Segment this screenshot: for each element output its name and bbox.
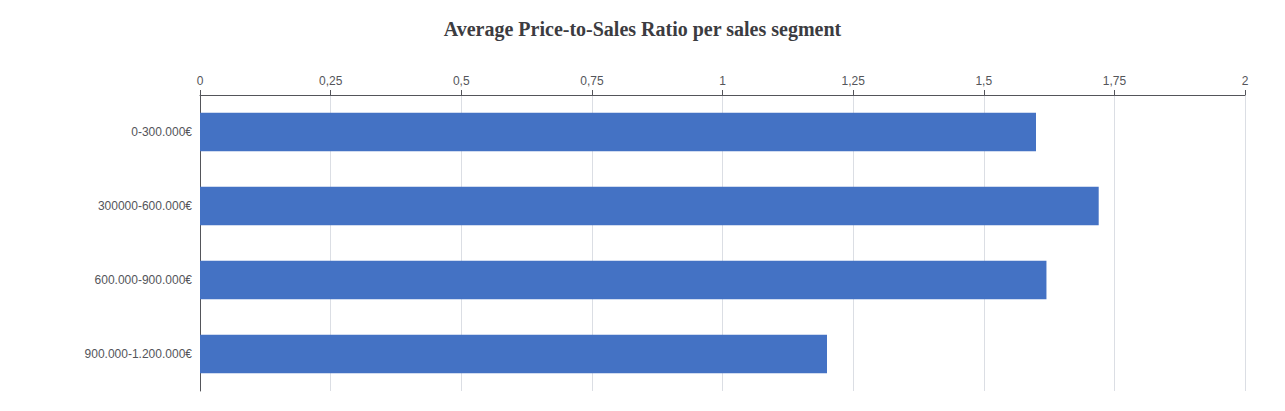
- svg-text:600.000-900.000€: 600.000-900.000€: [95, 273, 193, 287]
- svg-text:0-300.000€: 0-300.000€: [131, 125, 192, 139]
- svg-text:0,75: 0,75: [580, 74, 604, 88]
- svg-text:Average Price-to-Sales Ratio p: Average Price-to-Sales Ratio per sales s…: [444, 18, 842, 41]
- svg-text:900.000-1.200.000€: 900.000-1.200.000€: [85, 347, 193, 361]
- svg-text:1,75: 1,75: [1103, 74, 1127, 88]
- svg-text:0: 0: [197, 74, 204, 88]
- svg-text:300000-600.000€: 300000-600.000€: [98, 199, 192, 213]
- svg-text:1,5: 1,5: [975, 74, 992, 88]
- svg-text:2: 2: [1242, 74, 1249, 88]
- svg-text:0,5: 0,5: [453, 74, 470, 88]
- svg-text:0,25: 0,25: [319, 74, 343, 88]
- svg-text:1,25: 1,25: [841, 74, 865, 88]
- svg-text:1: 1: [719, 74, 726, 88]
